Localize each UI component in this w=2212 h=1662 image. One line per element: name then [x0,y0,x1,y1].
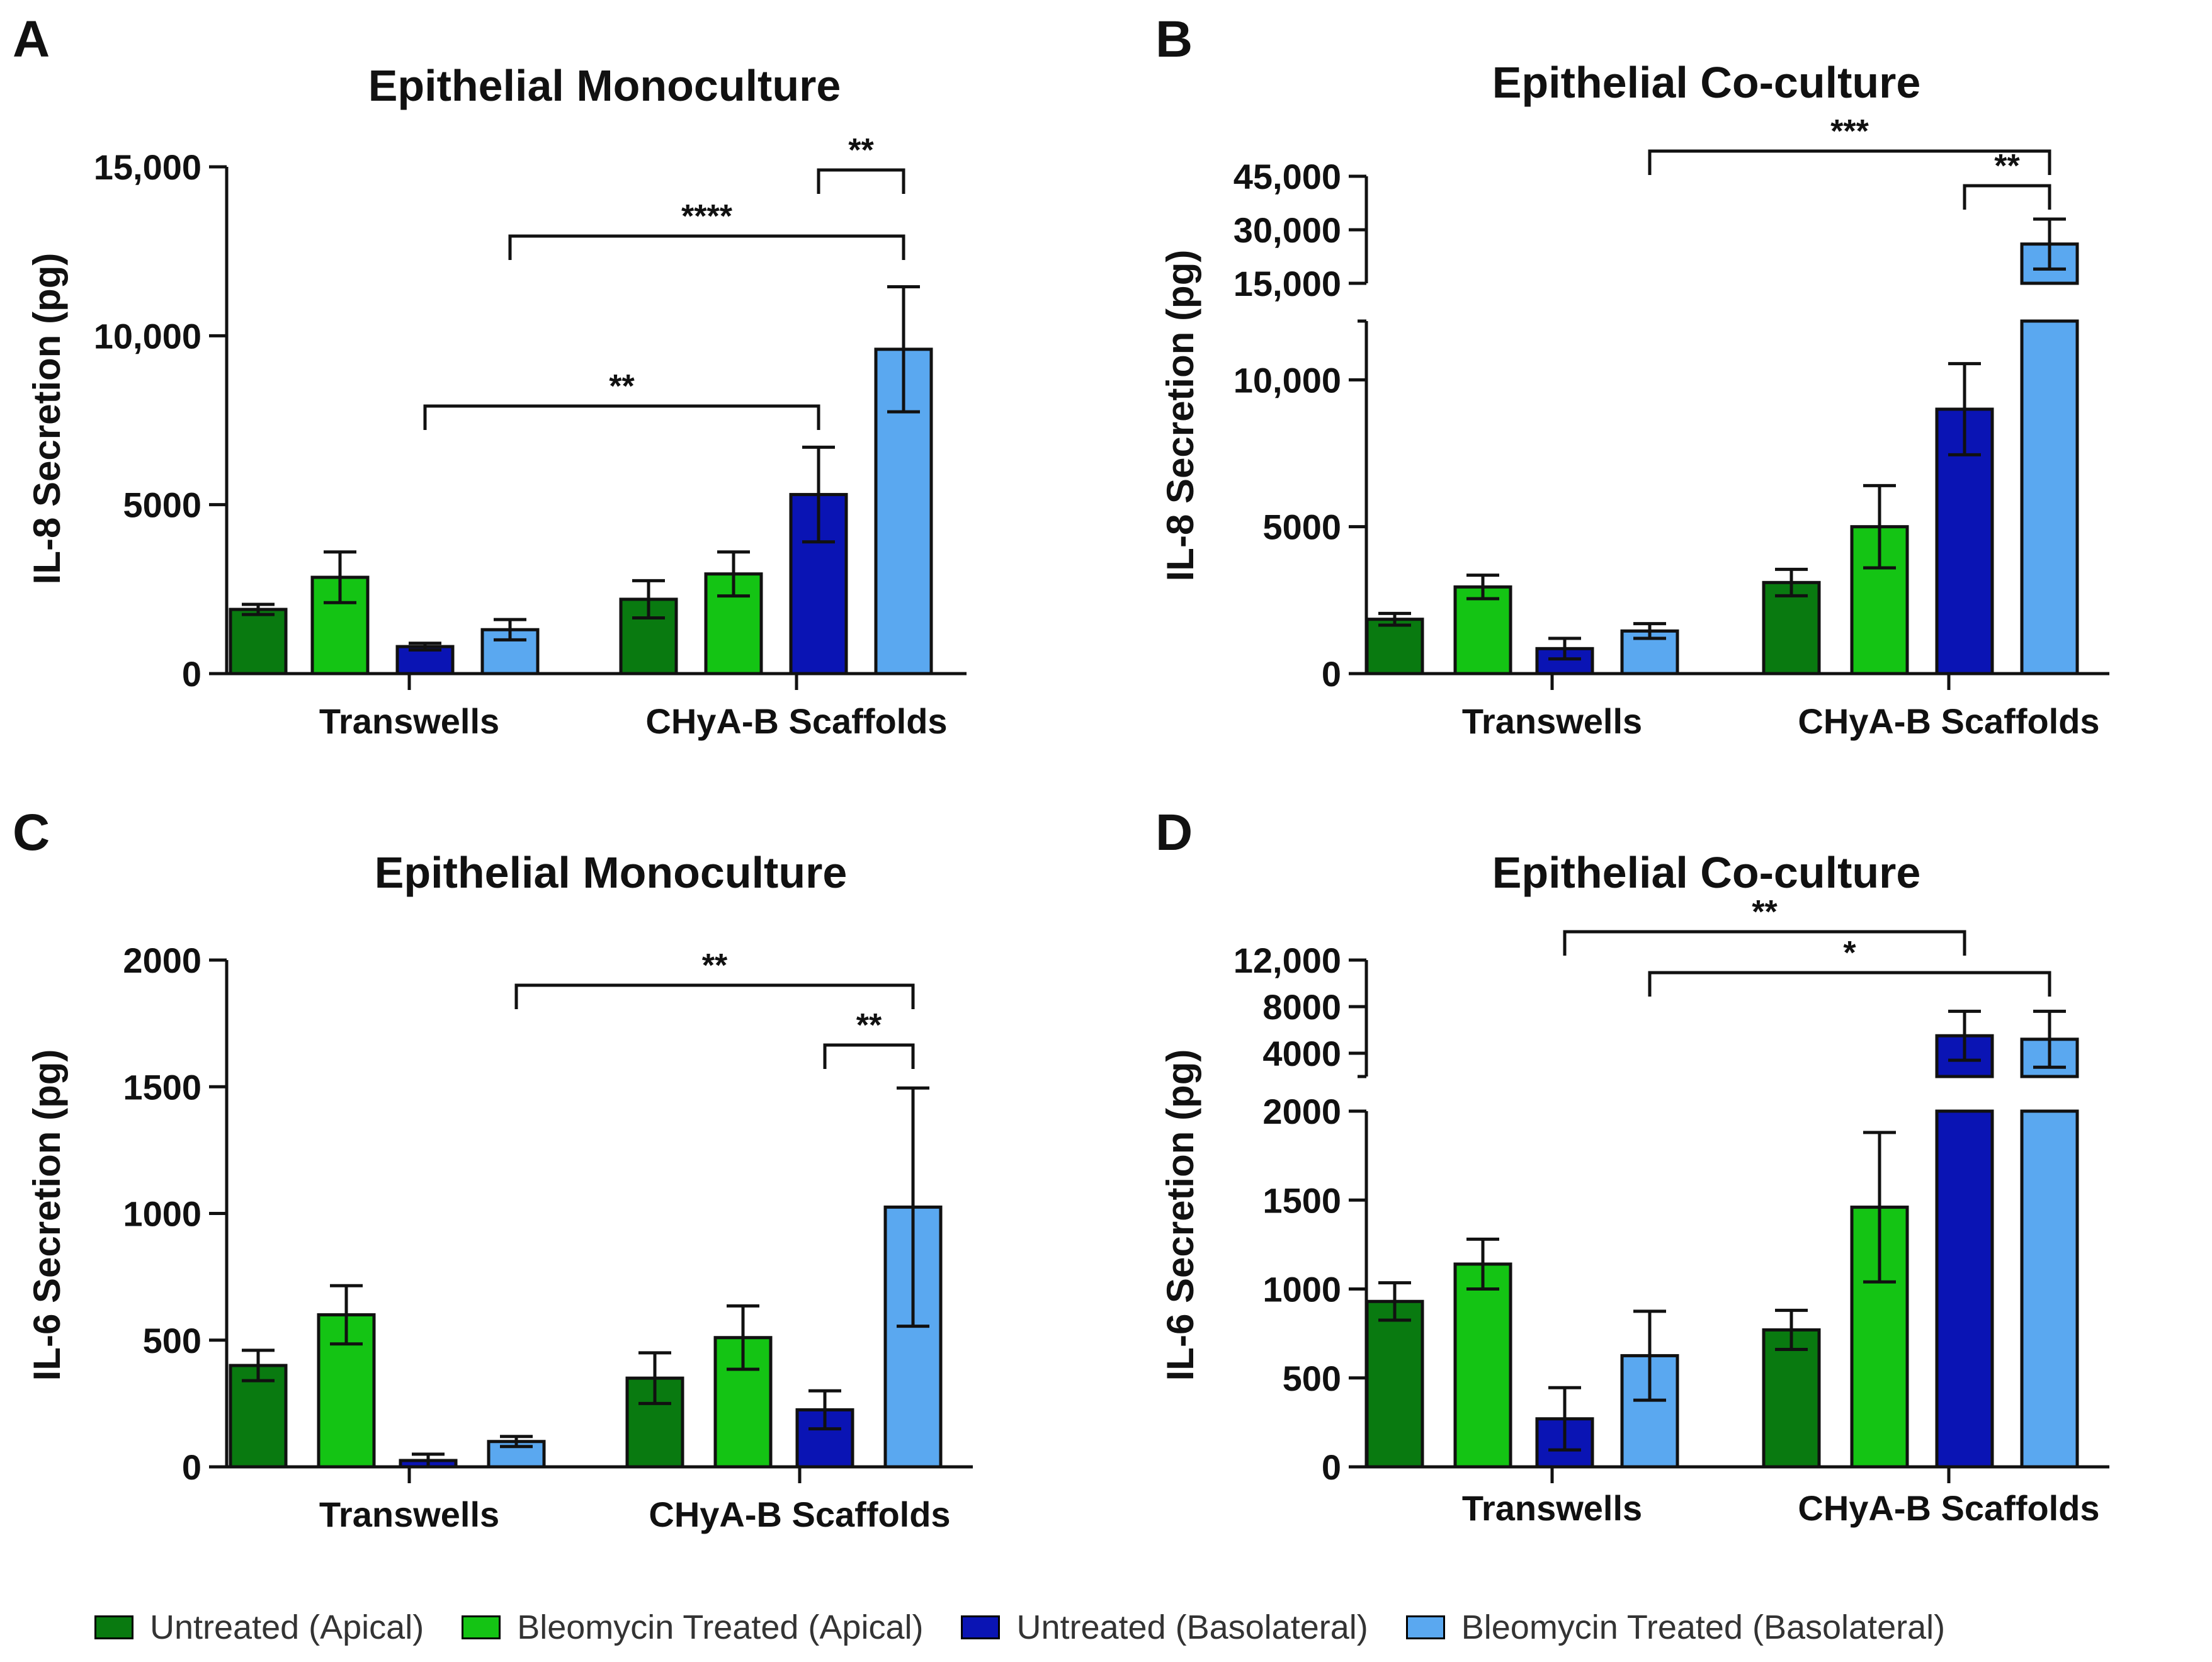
y-tick-label: 10,000 [1234,360,1341,400]
bar [395,645,455,676]
x-group-label: CHyA-B Scaffolds [1798,701,2099,741]
y-tick-label: 12,000 [1234,941,1341,980]
bar [789,493,848,676]
legend-swatch [961,1615,1001,1639]
significance-label: * [1843,935,1856,971]
y-tick-label: 10,000 [94,316,201,356]
significance-bracket [1563,930,1966,956]
y-tick-label: 15,000 [1234,264,1341,303]
significance-bracket [514,983,915,1009]
significance-bracket [823,1043,915,1069]
legend-item-untreated-basolateral: Untreated (Basolateral) [961,1608,1368,1647]
chart-panel-b: B Epithelial Co-culture IL-8 Secretion (pg… [1155,11,2109,741]
legend-label: Untreated (Apical) [150,1608,424,1646]
legend-swatch [1405,1615,1445,1639]
legend-label: Bleomycin Treated (Basolateral) [1461,1608,1946,1646]
significance-bracket [1648,971,2051,997]
legend-swatch [462,1615,501,1639]
bar [1762,1328,1821,1469]
bar [480,628,540,676]
legend: Untreated (Apical) Bleomycin Treated (Ap… [94,1599,2198,1656]
y-tick-label: 8000 [1262,987,1341,1027]
y-tick-label: 0 [1322,1447,1341,1487]
chart-title: Epithelial Monoculture [368,61,841,110]
y-tick-label: 1500 [123,1067,201,1107]
y-tick-label: 0 [1322,654,1341,694]
y-tick-label: 500 [1283,1359,1341,1398]
legend-item-untreated-apical: Untreated (Apical) [94,1608,424,1647]
chart-title: Epithelial Co-culture [1492,848,1921,897]
bar [229,608,288,676]
y-tick-label: 5000 [1262,507,1341,547]
chart-title: Epithelial Co-culture [1492,58,1921,107]
y-tick-label: 500 [143,1321,201,1360]
significance-label: ** [856,1007,882,1044]
significance-bracket [1648,149,2051,175]
legend-label: Untreated (Basolateral) [1016,1608,1368,1646]
chart-panel-a: A Epithelial Monoculture IL-8 Secretion (p… [13,11,967,741]
x-group-label: Transwells [1462,1488,1642,1528]
bar [2020,319,2079,676]
chart-panel-d: D Epithelial Co-culture IL-6 Secretion (pg… [1155,804,2109,1528]
significance-label: ** [1994,148,2020,184]
y-tick-label: 5000 [123,485,201,525]
y-tick-label: 45,000 [1234,157,1341,196]
y-axis-label: IL-6 Secretion (pg) [26,1049,68,1381]
x-group-label: CHyA-B Scaffolds [649,1495,950,1534]
panel-letter: A [13,11,50,68]
panel-letter: B [1155,11,1193,68]
y-axis-label: IL-6 Secretion (pg) [1159,1049,1201,1381]
x-group-label: CHyA-B Scaffolds [1798,1488,2099,1528]
significance-label: *** [1830,113,1869,150]
y-tick-label: 2000 [1262,1092,1341,1131]
significance-bracket [1963,184,2051,210]
x-group-label: Transwells [319,1495,499,1534]
bar [883,1205,943,1469]
legend-label: Bleomycin Treated (Apical) [517,1608,924,1646]
legend-item-bleomycin-basolateral: Bleomycin Treated (Basolateral) [1405,1608,1946,1647]
y-axis-label: IL-8 Secretion (pg) [1159,250,1201,582]
significance-label: ** [848,132,874,169]
panel-letter: C [13,804,50,861]
y-tick-label: 1000 [1262,1270,1341,1309]
chart-panel-c: C Epithelial Monoculture IL-6 Secretion (p… [13,804,973,1534]
y-tick-label: 30,000 [1234,210,1341,250]
y-tick-label: 0 [182,1447,201,1487]
y-tick-label: 1500 [1262,1180,1341,1220]
bar [1365,1299,1424,1469]
bar [1762,580,1821,676]
x-group-label: Transwells [319,701,499,741]
legend-item-bleomycin-apical: Bleomycin Treated (Apical) [462,1608,923,1647]
significance-label: ** [702,947,728,984]
y-tick-label: 2000 [123,941,201,980]
y-tick-label: 4000 [1262,1034,1341,1073]
y-tick-label: 15,000 [94,147,201,187]
panel-letter: D [1155,804,1193,861]
significance-label: ** [1752,894,1778,930]
y-tick-label: 0 [182,654,201,694]
y-axis-label: IL-8 Secretion (pg) [26,253,68,585]
bar [1453,1262,1512,1469]
bar [1365,618,1424,676]
significance-bracket [423,404,820,430]
bar [1453,585,1512,676]
bar [2020,1109,2079,1469]
legend-swatch [94,1615,133,1639]
significance-bracket [817,168,905,194]
bar [1935,1109,1994,1469]
significance-bracket [508,234,905,260]
x-group-label: Transwells [1462,701,1642,741]
significance-label: ** [609,368,635,405]
chart-title: Epithelial Monoculture [375,848,848,897]
x-group-label: CHyA-B Scaffolds [645,701,947,741]
y-tick-label: 1000 [123,1194,201,1234]
significance-label: **** [681,198,733,235]
